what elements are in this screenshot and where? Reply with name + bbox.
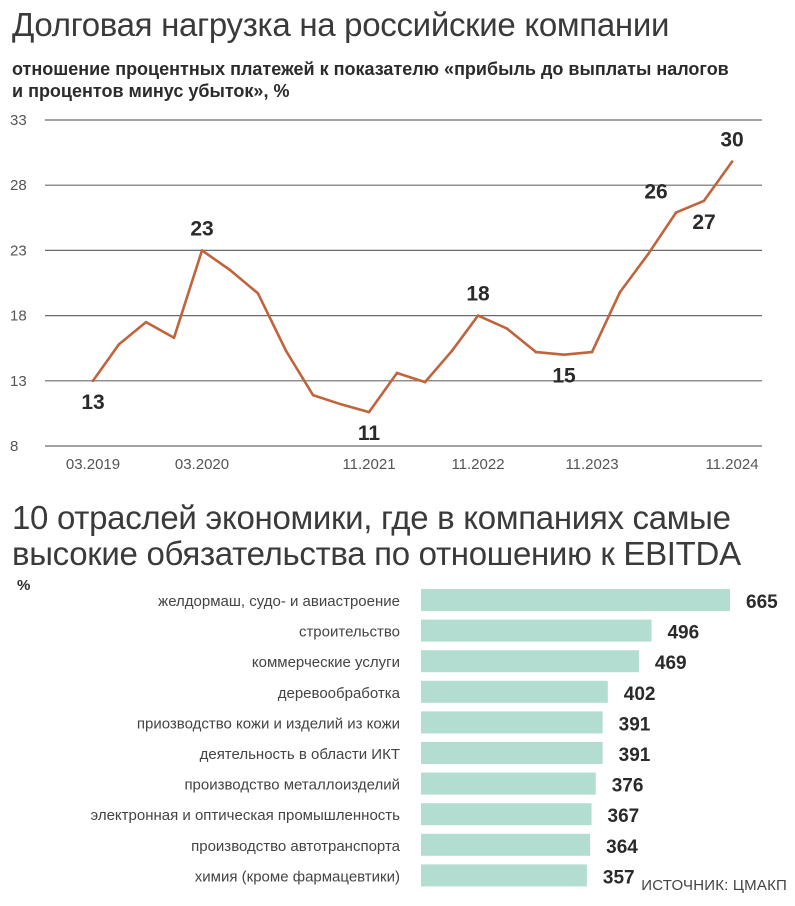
bar-category-label-2: строительство xyxy=(299,624,400,641)
line-point-03.2020 xyxy=(200,249,204,252)
line-point-12.2020 xyxy=(284,349,288,353)
bar-chart-title: 10 отраслей экономики, где в компаниях с… xyxy=(12,499,741,572)
line-point-06.2020 xyxy=(228,268,232,272)
data-label-11.2023: 15 xyxy=(552,365,576,388)
source-note: ИСТОЧНИК: ЦМАКП xyxy=(641,877,787,894)
y-tick-label-8: 8 xyxy=(10,438,18,455)
line-point-09.2024 xyxy=(674,211,678,214)
data-label-11.2024: 30 xyxy=(720,129,743,152)
bar-category-label-3: коммерческие услуги xyxy=(252,654,400,671)
line-point-06.2019 xyxy=(117,342,121,346)
bar-value-label-6: 391 xyxy=(619,745,651,766)
data-label-11.2022: 18 xyxy=(466,283,490,306)
line-point-09.2020 xyxy=(256,292,260,295)
bar-category-label-1: желдормаш, судо- и авиастроение xyxy=(158,593,400,610)
x-tick-label-11.2023: 11.2023 xyxy=(565,456,618,473)
line-point-03.2023 xyxy=(505,327,509,330)
bar-10 xyxy=(421,864,587,887)
y-tick-label-33: 33 xyxy=(10,112,27,129)
line-point-11.2024 xyxy=(730,160,734,164)
bar-value-label-8: 367 xyxy=(608,806,640,827)
x-tick-label-11.2022: 11.2022 xyxy=(451,456,504,473)
bar-category-label-5: приозводство кожи и изделий из кожи xyxy=(137,715,400,732)
line-point-03.2021 xyxy=(311,393,315,397)
x-tick-label-03.2019: 03.2019 xyxy=(66,456,120,473)
data-label-11.2021: 11 xyxy=(358,422,381,445)
bar-category-label-6: деятельность в области ИКТ xyxy=(200,746,400,763)
bar-category-label-4: деревообработка xyxy=(278,685,401,702)
line-point-11.2023 xyxy=(562,353,566,357)
y-tick-label-13: 13 xyxy=(10,373,27,390)
x-tick-label-11.2021: 11.2021 xyxy=(342,456,395,473)
bar-1 xyxy=(421,589,730,611)
bar-value-label-7: 376 xyxy=(612,776,644,797)
data-label-03.2019: 13 xyxy=(81,391,104,414)
line-point-03.2019 xyxy=(91,379,95,383)
bar-value-label-4: 402 xyxy=(624,684,656,705)
bar-7 xyxy=(421,772,596,795)
line-chart-subtitle: отношение процентных платежей к показате… xyxy=(12,59,729,101)
line-point-06.2023 xyxy=(534,350,538,354)
bar-value-label-3: 469 xyxy=(655,653,687,674)
line-point-03.2024 xyxy=(618,290,622,294)
bar-value-label-10: 357 xyxy=(603,867,635,888)
y-tick-label-28: 28 xyxy=(10,177,27,194)
line-chart-title: Долговая нагрузка на российские компании xyxy=(12,6,670,43)
line-point-12.2021 xyxy=(395,371,399,375)
bar-2 xyxy=(421,619,652,642)
x-tick-label-11.2024: 11.2024 xyxy=(705,456,758,473)
y-tick-label-18: 18 xyxy=(10,308,27,325)
line-point-06.2024 xyxy=(646,253,650,256)
bar-category-label-8: электронная и оптическая промышленность xyxy=(91,807,401,824)
data-label-10.2024: 27 xyxy=(692,211,715,234)
line-point-10.2024 xyxy=(702,199,706,203)
bar-category-label-9: производство автотранспорта xyxy=(191,838,401,855)
bar-4 xyxy=(421,680,608,703)
bar-value-label-5: 391 xyxy=(619,714,651,735)
bar-9 xyxy=(421,833,591,856)
bar-8 xyxy=(421,803,592,826)
line-point-06.2022 xyxy=(450,349,454,353)
line-point-11.2021 xyxy=(367,410,371,414)
line-point-03.2022 xyxy=(423,380,427,384)
bar-5 xyxy=(421,711,603,734)
line-point-09.2019 xyxy=(144,320,148,324)
bar-6 xyxy=(421,742,603,764)
bar-value-label-2: 496 xyxy=(667,623,699,644)
line-series-path xyxy=(91,160,734,414)
data-label-09.2024: 26 xyxy=(644,181,667,204)
bar-value-label-1: 665 xyxy=(746,592,778,613)
line-point-12.2019 xyxy=(172,336,176,340)
line-point-12.2023 xyxy=(590,350,594,354)
y-tick-label-23: 23 xyxy=(10,242,27,259)
bar-value-label-9: 364 xyxy=(606,837,638,858)
line-point-06.2021 xyxy=(339,402,343,406)
bar-3 xyxy=(421,650,639,673)
data-label-03.2020: 23 xyxy=(190,217,213,240)
x-tick-label-03.2020: 03.2020 xyxy=(175,456,229,473)
bar-category-label-10: химия (кроме фармацевтики) xyxy=(195,868,400,885)
line-point-11.2022 xyxy=(476,314,480,317)
bar-category-label-7: производство металлоизделий xyxy=(184,777,400,794)
bar-chart-unit: % xyxy=(17,577,31,594)
